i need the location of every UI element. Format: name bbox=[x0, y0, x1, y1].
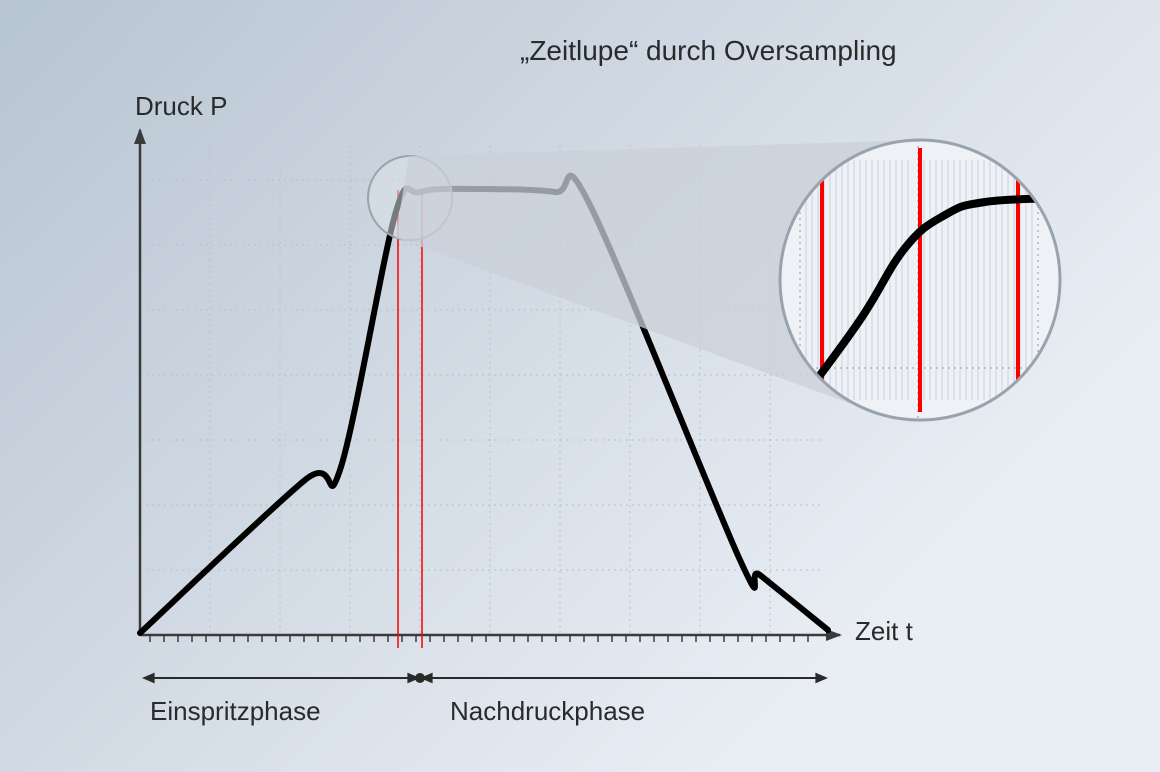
phase1-label: Einspritzphase bbox=[150, 696, 321, 726]
diagram-canvas: „Zeitlupe“ durch Oversampling Druck P Zeit… bbox=[0, 0, 1160, 772]
y-axis-label: Druck P bbox=[135, 91, 227, 121]
diagram-svg: „Zeitlupe“ durch Oversampling Druck P Zeit… bbox=[0, 0, 1160, 772]
x-axis-label: Zeit t bbox=[855, 616, 914, 646]
title-label: „Zeitlupe“ durch Oversampling bbox=[520, 35, 897, 66]
phase2-label: Nachdruckphase bbox=[450, 696, 645, 726]
